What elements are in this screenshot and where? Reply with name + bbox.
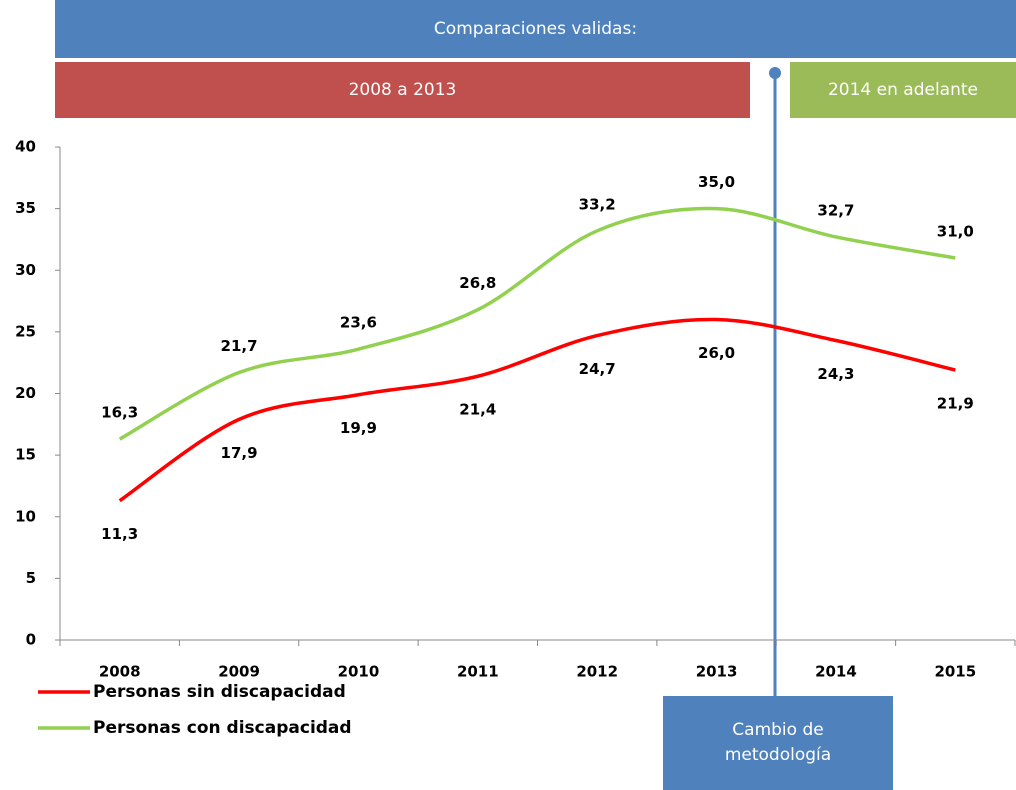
y-tick-label: 0 [26, 631, 36, 649]
legend-label: Personas con discapacidad [93, 718, 352, 738]
x-tick-label: 2008 [99, 663, 141, 681]
data-label: 17,9 [221, 444, 258, 462]
data-label: 21,7 [221, 337, 258, 355]
data-label: 32,7 [817, 201, 854, 219]
data-label: 16,3 [101, 404, 138, 422]
data-label: 23,6 [340, 314, 377, 332]
method-dot [769, 67, 781, 79]
y-tick-label: 5 [26, 569, 36, 587]
data-label: 11,3 [101, 525, 138, 543]
method-change-box: Cambio de metodología [663, 696, 893, 790]
y-tick-label: 35 [15, 199, 36, 217]
data-label: 24,7 [579, 360, 616, 378]
header-banner: Comparaciones validas: [55, 0, 1016, 58]
y-tick-label: 15 [15, 446, 36, 464]
x-tick-label: 2011 [457, 663, 499, 681]
y-tick-label: 25 [15, 322, 36, 340]
x-tick-label: 2013 [696, 663, 738, 681]
data-label: 19,9 [340, 419, 377, 437]
y-tick-label: 40 [15, 138, 36, 156]
data-label: 21,4 [459, 401, 496, 419]
data-label: 35,0 [698, 173, 735, 191]
x-tick-label: 2010 [338, 663, 380, 681]
data-label: 21,9 [937, 395, 974, 413]
y-tick-label: 30 [15, 261, 36, 279]
x-tick-label: 2009 [218, 663, 260, 681]
data-label: 33,2 [579, 195, 616, 213]
data-label: 26,0 [698, 344, 735, 362]
series-line [118, 206, 956, 441]
x-tick-label: 2012 [576, 663, 618, 681]
y-tick-label: 10 [15, 507, 36, 525]
data-label: 26,8 [459, 274, 496, 292]
x-tick-label: 2014 [815, 663, 857, 681]
period-after-banner: 2014 en adelante [790, 62, 1016, 118]
data-label: 31,0 [937, 222, 974, 240]
period-before-banner: 2008 a 2013 [55, 62, 750, 118]
data-label: 24,3 [817, 365, 854, 383]
legend-label: Personas sin discapacidad [93, 682, 346, 702]
series-line [118, 317, 956, 503]
y-tick-label: 20 [15, 384, 36, 402]
x-tick-label: 2015 [934, 663, 976, 681]
